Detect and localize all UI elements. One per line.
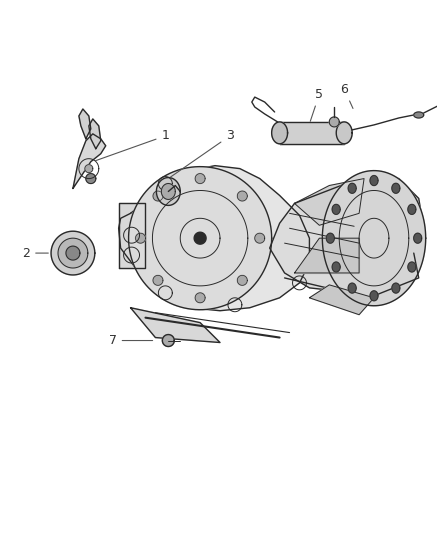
- Polygon shape: [194, 232, 206, 244]
- Text: 5: 5: [310, 87, 323, 122]
- Polygon shape: [153, 276, 163, 285]
- Polygon shape: [156, 177, 180, 205]
- Text: 1: 1: [95, 130, 169, 161]
- Polygon shape: [408, 262, 416, 272]
- Polygon shape: [370, 175, 378, 185]
- Polygon shape: [195, 174, 205, 183]
- Polygon shape: [153, 191, 163, 201]
- Polygon shape: [237, 276, 247, 285]
- Polygon shape: [270, 179, 424, 293]
- Polygon shape: [51, 231, 95, 275]
- Polygon shape: [408, 204, 416, 214]
- Polygon shape: [348, 183, 356, 193]
- Polygon shape: [414, 112, 424, 118]
- Polygon shape: [195, 293, 205, 303]
- Polygon shape: [309, 285, 374, 314]
- Polygon shape: [135, 233, 145, 243]
- Text: 7: 7: [109, 334, 152, 347]
- Polygon shape: [329, 117, 339, 127]
- Polygon shape: [119, 166, 309, 311]
- Polygon shape: [85, 165, 93, 173]
- Polygon shape: [326, 233, 334, 243]
- Polygon shape: [332, 204, 340, 214]
- Polygon shape: [162, 335, 174, 346]
- Polygon shape: [66, 246, 80, 260]
- Polygon shape: [73, 134, 106, 189]
- Polygon shape: [272, 122, 288, 144]
- Polygon shape: [294, 179, 364, 225]
- Polygon shape: [79, 109, 91, 139]
- Polygon shape: [336, 122, 352, 144]
- Polygon shape: [255, 233, 265, 243]
- Polygon shape: [129, 167, 272, 310]
- Polygon shape: [279, 122, 344, 144]
- Polygon shape: [322, 171, 426, 306]
- Polygon shape: [414, 233, 422, 243]
- Text: 6: 6: [340, 83, 353, 108]
- Polygon shape: [58, 238, 88, 268]
- Text: 2: 2: [22, 247, 48, 260]
- Polygon shape: [392, 283, 400, 293]
- Polygon shape: [294, 238, 359, 273]
- Polygon shape: [119, 204, 145, 268]
- Polygon shape: [348, 283, 356, 293]
- Polygon shape: [161, 183, 175, 199]
- Polygon shape: [131, 308, 220, 343]
- Polygon shape: [392, 183, 400, 193]
- Polygon shape: [89, 119, 101, 149]
- Polygon shape: [86, 174, 96, 183]
- Polygon shape: [370, 291, 378, 301]
- Text: 3: 3: [171, 130, 234, 177]
- Polygon shape: [332, 262, 340, 272]
- Polygon shape: [237, 191, 247, 201]
